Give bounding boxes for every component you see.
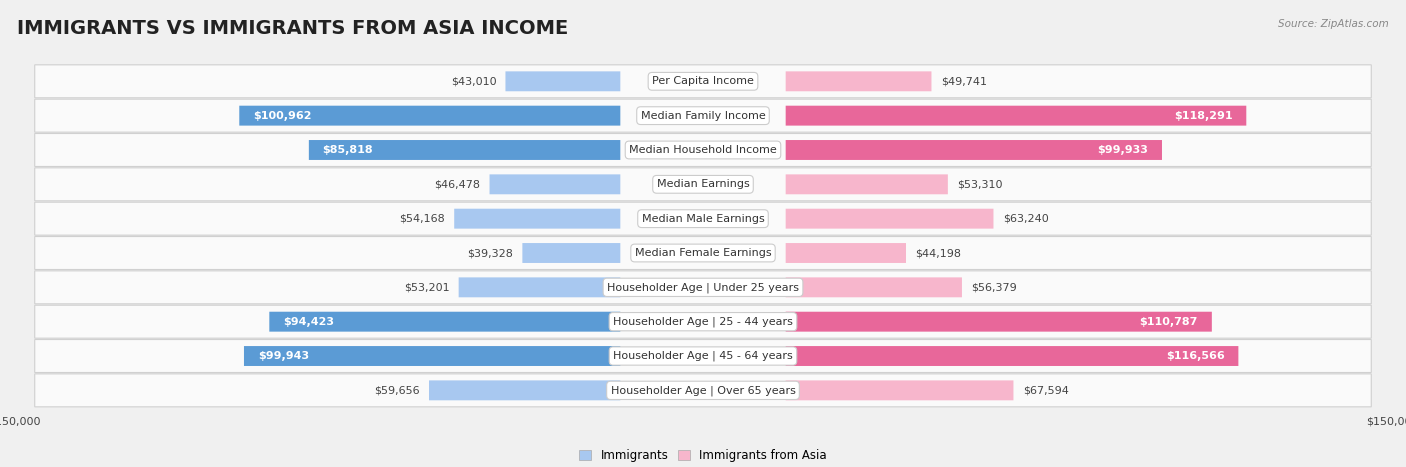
FancyBboxPatch shape <box>786 312 1212 332</box>
FancyBboxPatch shape <box>35 99 1371 132</box>
Text: $116,566: $116,566 <box>1166 351 1225 361</box>
FancyBboxPatch shape <box>35 168 1371 201</box>
FancyBboxPatch shape <box>35 305 1371 338</box>
Text: $49,741: $49,741 <box>941 76 987 86</box>
FancyBboxPatch shape <box>35 374 1371 407</box>
FancyBboxPatch shape <box>489 174 620 194</box>
FancyBboxPatch shape <box>35 340 1371 373</box>
FancyBboxPatch shape <box>35 134 1371 166</box>
FancyBboxPatch shape <box>786 174 948 194</box>
Text: $43,010: $43,010 <box>451 76 496 86</box>
Text: Source: ZipAtlas.com: Source: ZipAtlas.com <box>1278 19 1389 28</box>
FancyBboxPatch shape <box>270 312 620 332</box>
Text: $85,818: $85,818 <box>322 145 373 155</box>
FancyBboxPatch shape <box>35 271 1371 304</box>
Text: Median Household Income: Median Household Income <box>628 145 778 155</box>
Text: $100,962: $100,962 <box>253 111 312 120</box>
Text: Householder Age | Over 65 years: Householder Age | Over 65 years <box>610 385 796 396</box>
Text: Per Capita Income: Per Capita Income <box>652 76 754 86</box>
FancyBboxPatch shape <box>429 381 620 400</box>
Text: $53,201: $53,201 <box>404 283 450 292</box>
Text: Median Earnings: Median Earnings <box>657 179 749 189</box>
FancyBboxPatch shape <box>458 277 620 297</box>
Text: Householder Age | Under 25 years: Householder Age | Under 25 years <box>607 282 799 293</box>
Text: Householder Age | 25 - 44 years: Householder Age | 25 - 44 years <box>613 317 793 327</box>
Text: $110,787: $110,787 <box>1140 317 1198 327</box>
Text: Householder Age | 45 - 64 years: Householder Age | 45 - 64 years <box>613 351 793 361</box>
Text: IMMIGRANTS VS IMMIGRANTS FROM ASIA INCOME: IMMIGRANTS VS IMMIGRANTS FROM ASIA INCOM… <box>17 19 568 38</box>
FancyBboxPatch shape <box>35 202 1371 235</box>
Text: Median Family Income: Median Family Income <box>641 111 765 120</box>
FancyBboxPatch shape <box>309 140 620 160</box>
FancyBboxPatch shape <box>786 381 1014 400</box>
FancyBboxPatch shape <box>786 140 1161 160</box>
Text: $44,198: $44,198 <box>915 248 962 258</box>
FancyBboxPatch shape <box>786 209 994 229</box>
FancyBboxPatch shape <box>786 277 962 297</box>
FancyBboxPatch shape <box>35 65 1371 98</box>
Text: Median Female Earnings: Median Female Earnings <box>634 248 772 258</box>
Text: $46,478: $46,478 <box>434 179 481 189</box>
Text: $99,933: $99,933 <box>1097 145 1149 155</box>
Text: $99,943: $99,943 <box>257 351 309 361</box>
FancyBboxPatch shape <box>506 71 620 91</box>
FancyBboxPatch shape <box>454 209 620 229</box>
FancyBboxPatch shape <box>786 243 905 263</box>
FancyBboxPatch shape <box>245 346 620 366</box>
Text: $59,656: $59,656 <box>374 385 420 396</box>
FancyBboxPatch shape <box>523 243 620 263</box>
FancyBboxPatch shape <box>786 106 1246 126</box>
Text: $118,291: $118,291 <box>1174 111 1233 120</box>
Text: $67,594: $67,594 <box>1022 385 1069 396</box>
Legend: Immigrants, Immigrants from Asia: Immigrants, Immigrants from Asia <box>574 443 832 467</box>
FancyBboxPatch shape <box>786 346 1239 366</box>
Text: $94,423: $94,423 <box>283 317 335 327</box>
FancyBboxPatch shape <box>786 71 931 91</box>
Text: $53,310: $53,310 <box>957 179 1002 189</box>
FancyBboxPatch shape <box>35 236 1371 269</box>
Text: Median Male Earnings: Median Male Earnings <box>641 214 765 224</box>
Text: $54,168: $54,168 <box>399 214 446 224</box>
FancyBboxPatch shape <box>239 106 620 126</box>
Text: $63,240: $63,240 <box>1002 214 1049 224</box>
Text: $39,328: $39,328 <box>467 248 513 258</box>
Text: $56,379: $56,379 <box>972 283 1017 292</box>
